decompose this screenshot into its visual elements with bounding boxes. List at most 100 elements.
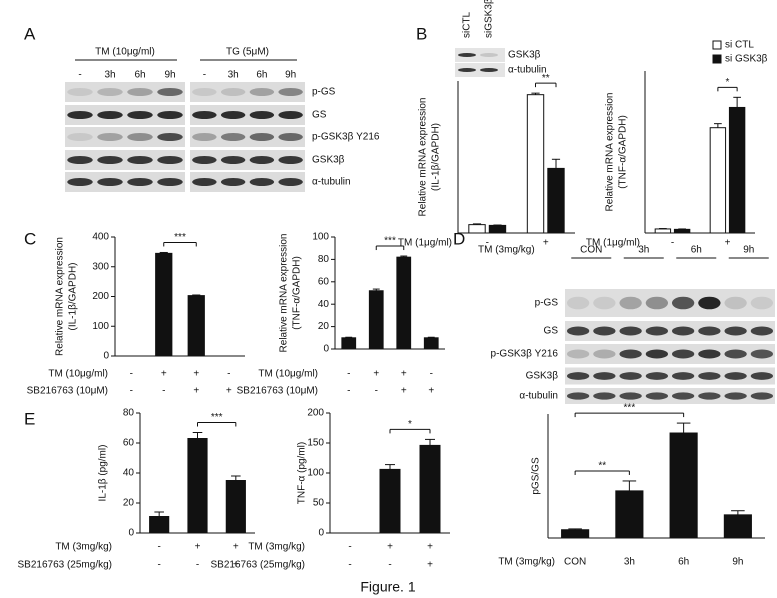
blot-band — [671, 296, 695, 310]
blot-band — [278, 111, 303, 119]
y-tick-label: 80 — [123, 408, 135, 419]
blot-band — [645, 392, 669, 400]
y-tick-label: 200 — [307, 408, 324, 419]
x-tick-label: - — [430, 369, 433, 380]
bar — [419, 444, 441, 534]
panel-label: A — [24, 24, 36, 43]
x-tick-label: + — [373, 369, 379, 380]
blot-band — [97, 111, 123, 119]
row-label: GSK3β — [526, 371, 559, 382]
x-row-label: TM (1μg/ml) — [586, 238, 640, 249]
blot-band — [97, 178, 123, 186]
blot-band — [458, 53, 476, 57]
blot-band — [249, 88, 275, 96]
lane-label: 6h — [134, 70, 145, 81]
x-tick-label: + — [233, 542, 239, 553]
bar — [561, 529, 590, 539]
x-tick-label: + — [543, 238, 549, 249]
blot-band — [724, 326, 747, 336]
x-tick-label: - — [130, 386, 133, 397]
lane-label: 3h — [104, 70, 115, 81]
bar — [155, 252, 173, 357]
blot-band — [593, 372, 616, 380]
sig-label: *** — [174, 232, 186, 243]
blot-band — [127, 156, 153, 164]
y-tick-label: 20 — [318, 321, 330, 332]
blot-band — [619, 392, 642, 400]
x-tick-label: - — [348, 542, 351, 553]
blot-band — [593, 349, 616, 359]
blot-band — [220, 111, 246, 119]
sig-label: * — [726, 77, 730, 88]
x-tick-label: + — [193, 386, 199, 397]
x-tick-label: - — [130, 369, 133, 380]
blot-band — [566, 326, 590, 336]
blot-band — [566, 296, 590, 310]
blot-strip — [565, 344, 775, 364]
y-tick-label: 60 — [318, 276, 330, 287]
blot-strip — [65, 82, 185, 102]
blot-band — [750, 372, 774, 380]
blot-band — [671, 392, 695, 400]
blot-band — [593, 326, 616, 336]
x-tick-label: + — [401, 369, 407, 380]
x-tick-label: + — [233, 560, 239, 571]
blot-strip — [65, 105, 185, 125]
sig-label: *** — [384, 236, 396, 247]
lane-label: 9h — [164, 70, 175, 81]
blot-band — [645, 326, 669, 336]
x-tick-label: 3h — [624, 557, 635, 568]
legend-swatch — [712, 40, 722, 50]
lane-label: siCTL — [462, 11, 473, 38]
blot-band — [192, 88, 217, 96]
y-axis-label: Relative mRNA expression — [418, 98, 429, 217]
y-tick-label: 40 — [123, 468, 135, 479]
sig-label: ** — [598, 461, 606, 472]
blot-band — [67, 88, 93, 96]
x-tick-label: + — [401, 386, 407, 397]
blot-strip — [565, 321, 775, 341]
y-tick-label: 200 — [92, 291, 109, 302]
x-tick-label: + — [428, 386, 434, 397]
y-axis-label: Relative mRNA expression — [279, 234, 290, 353]
bar — [709, 127, 727, 234]
blot-band — [619, 296, 642, 310]
blot-strip — [565, 367, 775, 385]
legend-label: si CTL — [725, 40, 754, 51]
legend-label: si GSK3β — [725, 54, 768, 65]
x-tick-label: - — [347, 369, 350, 380]
blot-band — [724, 296, 747, 310]
x-tick-label: - — [227, 369, 230, 380]
blot-band — [724, 349, 747, 359]
bar — [341, 337, 357, 350]
x-row-label: TM (1μg/ml) — [398, 238, 452, 249]
blot-band — [97, 156, 123, 164]
bar — [654, 228, 672, 234]
blot-band — [278, 88, 303, 96]
lane-label: - — [203, 70, 206, 81]
row-label: p-GS — [535, 298, 559, 309]
x-tick-label: - — [348, 560, 351, 571]
blot-band — [249, 156, 275, 164]
blot-band — [480, 68, 498, 72]
y-axis-label: IL-1β (pg/ml) — [98, 445, 109, 502]
bar — [488, 224, 507, 234]
blot-band — [127, 178, 153, 186]
blot-strip — [455, 48, 505, 62]
blot-band — [278, 133, 303, 141]
blot-band — [724, 372, 747, 380]
bar — [379, 468, 401, 534]
blot-band — [593, 392, 616, 400]
y-tick-label: 100 — [312, 232, 329, 243]
group-label: TG (5μM) — [226, 47, 269, 58]
y-tick-label: 0 — [318, 528, 324, 539]
x-row-label: SB216763 (25mg/kg) — [17, 560, 112, 571]
group-title: TM (3mg/kg) — [478, 245, 535, 256]
blot-band — [698, 349, 721, 359]
blot-band — [671, 372, 695, 380]
blot-band — [157, 178, 183, 186]
panel-label: E — [24, 409, 35, 428]
blot-strip — [190, 82, 305, 102]
